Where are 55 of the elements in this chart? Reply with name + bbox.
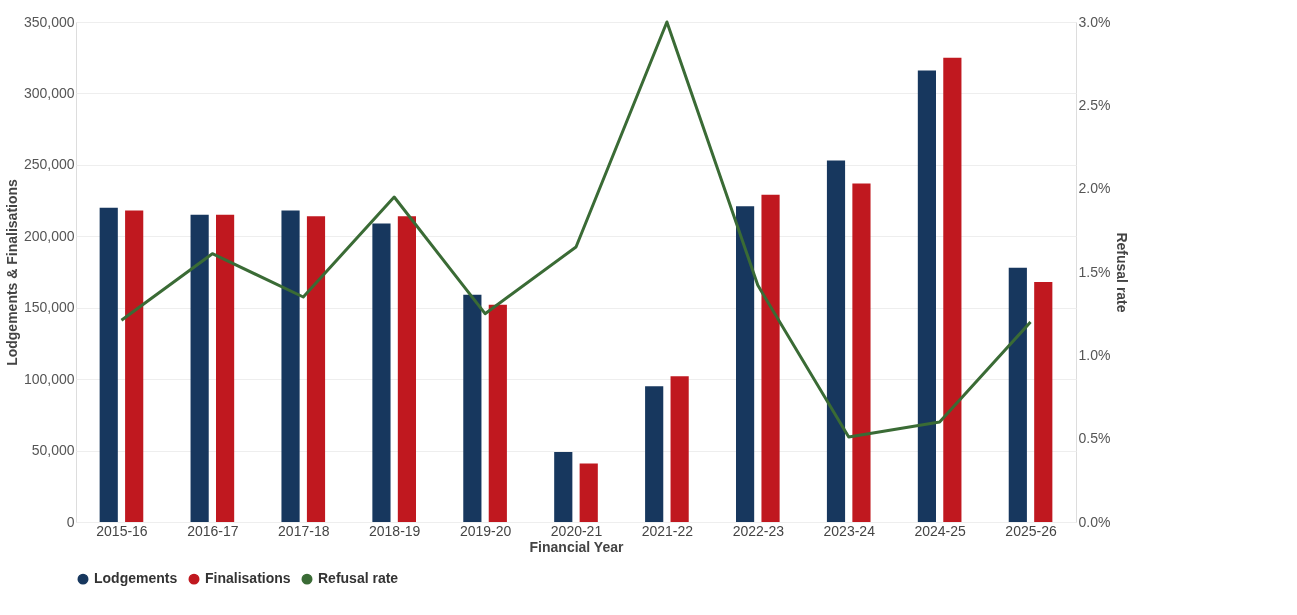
x-tick-label: 2021-22 (641, 522, 694, 539)
x-tick-label: 2016-17 (187, 522, 239, 539)
bar (488, 304, 507, 522)
bar (645, 386, 664, 522)
y2-tick-label: 0.5% (1078, 430, 1111, 447)
bar (579, 463, 598, 522)
y-tick-label: 150,000 (23, 299, 75, 316)
y-tick-label: 200,000 (23, 227, 75, 244)
bar (670, 376, 689, 522)
bar (372, 223, 391, 522)
x-tick-label: 2020-21 (550, 522, 603, 539)
y2-tick-label: 2.5% (1078, 96, 1111, 113)
y2-tick-label: 1.5% (1078, 263, 1111, 280)
bar (125, 210, 144, 522)
y2-tick-label: 0.0% (1078, 513, 1111, 530)
bar (554, 452, 573, 522)
x-tick-label: 2022-23 (732, 522, 785, 539)
y-axis-title: Lodgements & Finalisations (3, 178, 20, 366)
y2-tick-label: 2.0% (1078, 180, 1111, 197)
bar (216, 214, 235, 522)
y-tick-label: 250,000 (23, 156, 75, 173)
x-tick-label: 2017-18 (278, 522, 330, 539)
bar (1034, 282, 1053, 522)
x-tick-label: 2015-16 (96, 522, 148, 539)
x-tick-label: 2024-25 (914, 522, 967, 539)
x-tick-label: 2018-19 (368, 522, 421, 539)
y2-tick-label: 1.0% (1078, 346, 1111, 363)
x-tick-label: 2019-20 (459, 522, 512, 539)
legend-label: Lodgements (94, 570, 178, 587)
bar (306, 216, 326, 522)
y-tick-label: 50,000 (31, 442, 75, 459)
bar (826, 160, 846, 522)
bar (1008, 267, 1027, 522)
bar (281, 210, 300, 522)
bar (463, 294, 482, 522)
line-series (119, 20, 1033, 439)
bar (761, 194, 780, 522)
y2-axis-title: Refusal rate (1114, 232, 1131, 313)
bar (736, 206, 755, 522)
legend-label: Refusal rate (318, 570, 399, 587)
bar (99, 207, 118, 522)
bar (397, 216, 416, 522)
bar (852, 183, 871, 522)
y2-tick-label: 3.0% (1078, 13, 1111, 30)
y-tick-label: 350,000 (23, 13, 75, 30)
legend-label: Finalisations (205, 570, 291, 587)
y-tick-label: 100,000 (23, 370, 75, 387)
x-tick-label: 2023-24 (823, 522, 876, 539)
x-axis-title: Financial Year (529, 538, 624, 555)
y-tick-label: 0 (66, 513, 75, 530)
y-tick-label: 300,000 (23, 84, 75, 101)
bar (943, 57, 962, 522)
bar (190, 214, 209, 522)
bar (917, 70, 936, 522)
x-tick-label: 2025-26 (1005, 522, 1057, 539)
